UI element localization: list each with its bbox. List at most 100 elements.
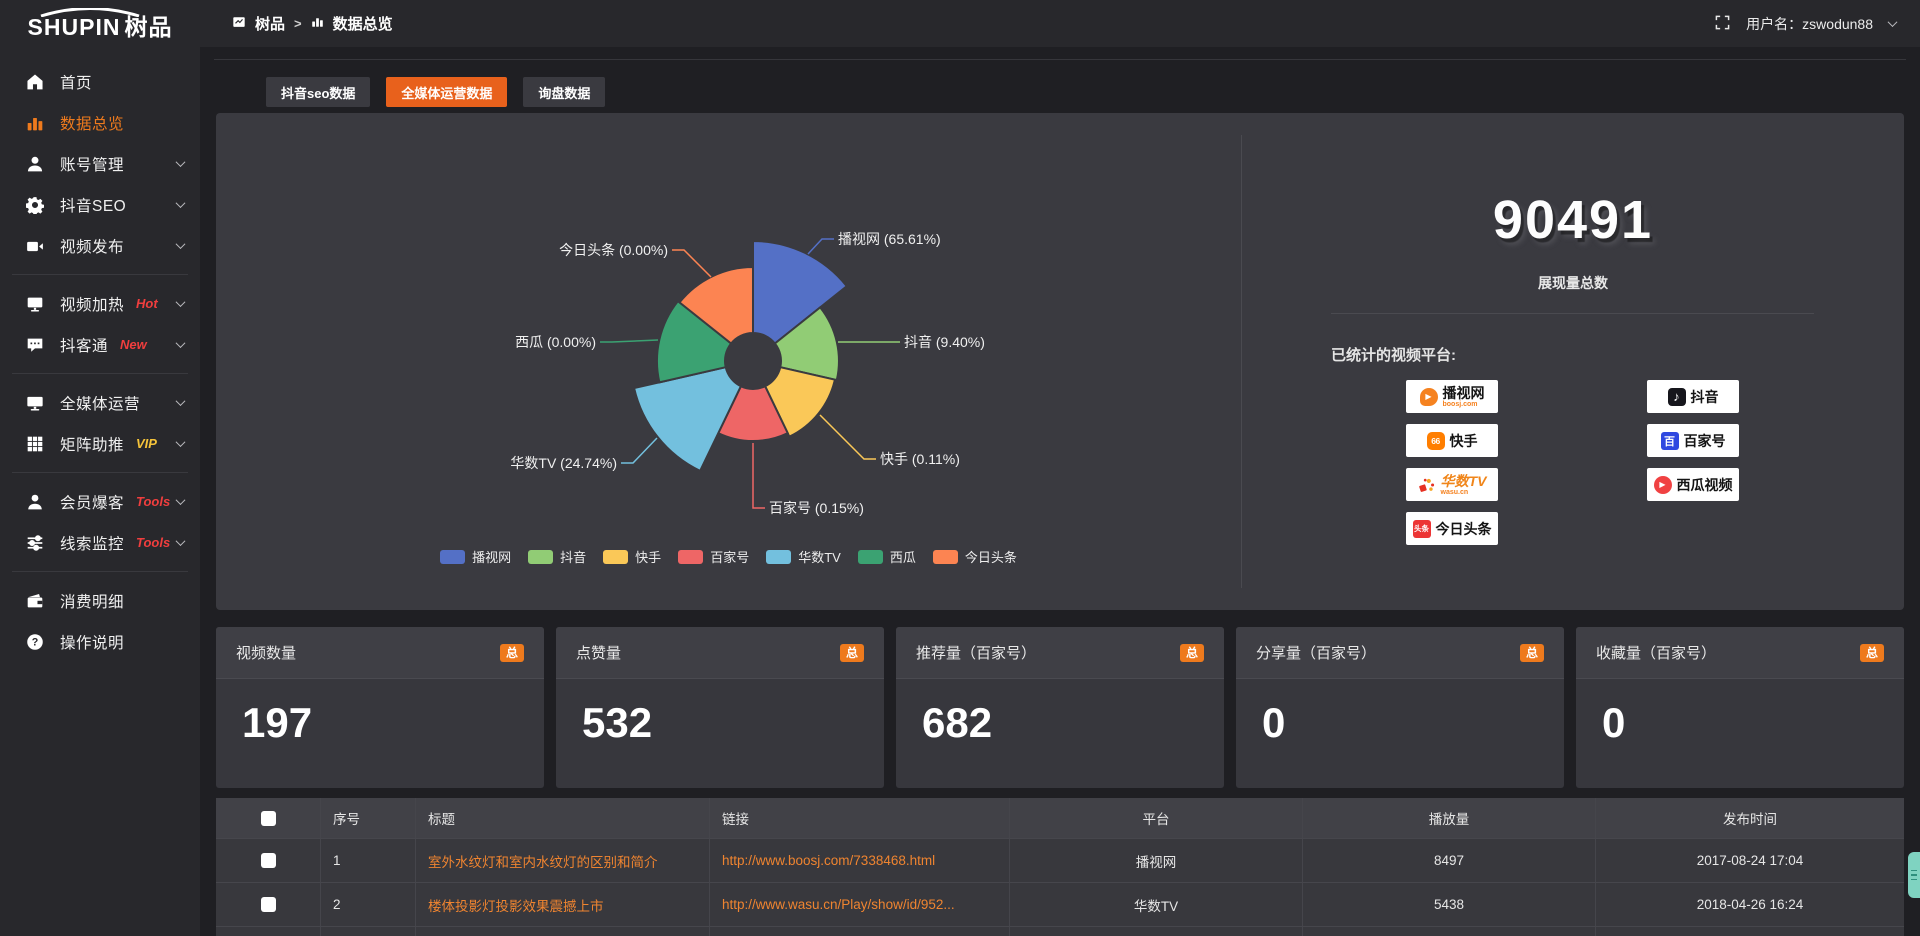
sidebar-item-会员爆客[interactable]: 会员爆客 Tools — [0, 481, 200, 522]
data-tabs: 抖音seo数据 全媒体运营数据 询盘数据 — [266, 77, 606, 107]
sidebar-item-账号管理[interactable]: 账号管理 — [0, 143, 200, 184]
content-top-divider — [214, 59, 1906, 60]
total-badge: 总 — [1859, 643, 1884, 662]
stat-card-header: 分享量（百家号） 总 — [1236, 627, 1564, 679]
row-checkbox[interactable] — [260, 897, 276, 912]
pie-slice-快手[interactable] — [763, 366, 837, 439]
pie-slice-西瓜[interactable] — [655, 299, 733, 384]
pie-label-百家号: 百家号 (0.15%) — [769, 500, 864, 516]
video-icon — [26, 237, 44, 255]
stat-card-header: 点赞量 总 — [556, 627, 884, 679]
logo-cn: 树品 — [124, 14, 173, 40]
stat-card-title: 分享量（百家号） — [1256, 645, 1377, 662]
stat-card-分享量（百家号）: 分享量（百家号） 总 0 — [1236, 627, 1564, 788]
sidebar-badge-Tools: Tools — [136, 494, 171, 509]
platform-name: 百家号 — [1683, 432, 1726, 449]
pie-slice-今日头条[interactable] — [678, 265, 754, 345]
fullscreen-icon[interactable] — [1715, 15, 1730, 33]
platform-badge-今日头条: 头条 今日头条 — [1406, 512, 1498, 545]
sidebar-item-消费明细[interactable]: 消费明细 — [0, 580, 200, 621]
logo-en: SHUPIN — [27, 14, 121, 40]
sidebar-item-线索监控[interactable]: 线索监控 Tools — [0, 522, 200, 563]
pie-slice-抖音[interactable] — [773, 305, 840, 382]
sidebar-item-操作说明[interactable]: ? 操作说明 — [0, 621, 200, 662]
tab-询盘数据[interactable]: 询盘数据 — [523, 77, 606, 107]
sidebar-item-数据总览[interactable]: 数据总览 — [0, 102, 200, 143]
cell-time: 2018-04-26 16:24 — [1696, 897, 1804, 912]
legend-item-播视网[interactable]: 播视网 — [440, 547, 511, 566]
leader-line-快手 — [819, 414, 876, 460]
breadcrumb-chart-icon — [311, 15, 324, 32]
sidebar-item-首页[interactable]: 首页 — [0, 61, 200, 102]
user-icon — [26, 155, 44, 173]
breadcrumb-current[interactable]: 数据总览 — [332, 16, 393, 33]
cell-url-link[interactable] — [710, 927, 1010, 936]
user-chevron-down-icon[interactable] — [1887, 17, 1898, 28]
cell-plays: 5438 — [1303, 883, 1596, 926]
pie-label-快手: 快手 (0.11%) — [880, 451, 960, 467]
sidebar-item-抖音SEO[interactable]: 抖音SEO — [0, 184, 200, 225]
stat-card-点赞量: 点赞量 总 532 — [556, 627, 884, 788]
platforms-label: 已统计的视频平台: — [1331, 347, 1456, 364]
cell-index — [321, 927, 416, 936]
legend-item-百家号[interactable]: 百家号 — [678, 547, 749, 566]
app-logo[interactable]: SHUPIN 树品 — [0, 0, 200, 47]
sidebar-item-全媒体运营[interactable]: 全媒体运营 — [0, 382, 200, 423]
tab-全媒体运营数据[interactable]: 全媒体运营数据 — [386, 77, 508, 107]
sidebar-item-label: 操作说明 — [60, 634, 125, 652]
sidebar-item-矩阵助推[interactable]: 矩阵助推 VIP — [0, 423, 200, 464]
breadcrumb-root[interactable]: 树品 — [255, 16, 286, 33]
col-header-序号: 序号 — [321, 798, 416, 838]
main-content: 抖音seo数据 全媒体运营数据 询盘数据 播视网 (65.61%) 抖音 (9.40… — [200, 47, 1920, 936]
chevron-down-icon — [175, 297, 186, 308]
logo-text: SHUPIN 树品 — [28, 16, 173, 39]
legend-item-华数TV[interactable]: 华数TV — [766, 547, 841, 566]
sidebar-item-抖客通[interactable]: 抖客通 New — [0, 324, 200, 365]
chart-legend: 播视网 抖音 快手 百家号 华数TV 西瓜 今日头条 — [216, 547, 1241, 566]
sidebar-item-视频加热[interactable]: 视频加热 Hot — [0, 283, 200, 324]
cell-title-link[interactable]: 楼体投影灯投影效果震撼上市 — [416, 883, 710, 926]
platform-subtitle: wasu.cn — [1440, 488, 1469, 496]
logo-arc — [40, 8, 140, 17]
screen-icon — [26, 295, 44, 313]
col-header-平台: 平台 — [1010, 798, 1303, 838]
floating-widget[interactable] — [1908, 852, 1920, 898]
chevron-down-icon — [175, 338, 186, 349]
chevron-down-icon — [175, 239, 186, 250]
row-checkbox[interactable] — [260, 853, 276, 868]
sidebar-item-label: 线索监控 — [60, 535, 125, 553]
sidebar-item-label: 抖客通 — [60, 337, 109, 355]
sidebar-badge-Hot: Hot — [136, 296, 158, 311]
sidebar: 首页 数据总览 账号管理 抖音SEO 视频发布 视频加热 Hot 抖客通 New… — [0, 47, 200, 936]
legend-item-快手[interactable]: 快手 — [603, 547, 661, 566]
sidebar-item-视频发布[interactable]: 视频发布 — [0, 225, 200, 266]
breadcrumb-separator: > — [294, 16, 302, 31]
cell-url-link[interactable]: http://www.wasu.cn/Play/show/id/952... — [710, 883, 1010, 926]
username-label[interactable]: 用户名：zswodun88 — [1746, 15, 1873, 32]
legend-item-今日头条[interactable]: 今日头条 — [932, 547, 1017, 566]
pie-slice-播视网[interactable] — [752, 239, 849, 345]
pie-slice-百家号[interactable] — [716, 384, 790, 443]
sliders-icon — [26, 534, 44, 552]
select-all-checkbox[interactable] — [260, 810, 276, 826]
platform-name: 播视网 — [1442, 384, 1485, 401]
legend-item-西瓜[interactable]: 西瓜 — [857, 547, 916, 566]
cell-title-link[interactable]: 室外水纹灯和室内水纹灯的区别和简介 — [416, 839, 710, 882]
home-icon — [26, 73, 44, 91]
sidebar-divider — [12, 472, 188, 473]
cell-url-link[interactable]: http://www.boosj.com/7338468.html — [710, 839, 1010, 882]
cell-title-link[interactable] — [416, 927, 710, 936]
pie-slice-华数TV[interactable] — [632, 366, 743, 473]
stat-cards: 视频数量 总 197 点赞量 总 532 推荐量（百家号） 总 682 分享量（… — [216, 627, 1904, 788]
stat-card-title: 收藏量（百家号） — [1596, 645, 1717, 662]
legend-label: 百家号 — [710, 550, 750, 565]
tab-抖音seo数据[interactable]: 抖音seo数据 — [266, 77, 371, 107]
platform-name: 西瓜视频 — [1676, 476, 1733, 493]
pie-label-西瓜: 西瓜 (0.00%) — [515, 334, 596, 350]
sidebar-divider — [12, 274, 188, 275]
sidebar-item-label: 账号管理 — [60, 156, 125, 174]
legend-swatch — [932, 549, 958, 564]
svg-text:?: ? — [32, 636, 39, 648]
leader-line-华数TV — [621, 437, 658, 464]
legend-item-抖音[interactable]: 抖音 — [528, 547, 586, 566]
